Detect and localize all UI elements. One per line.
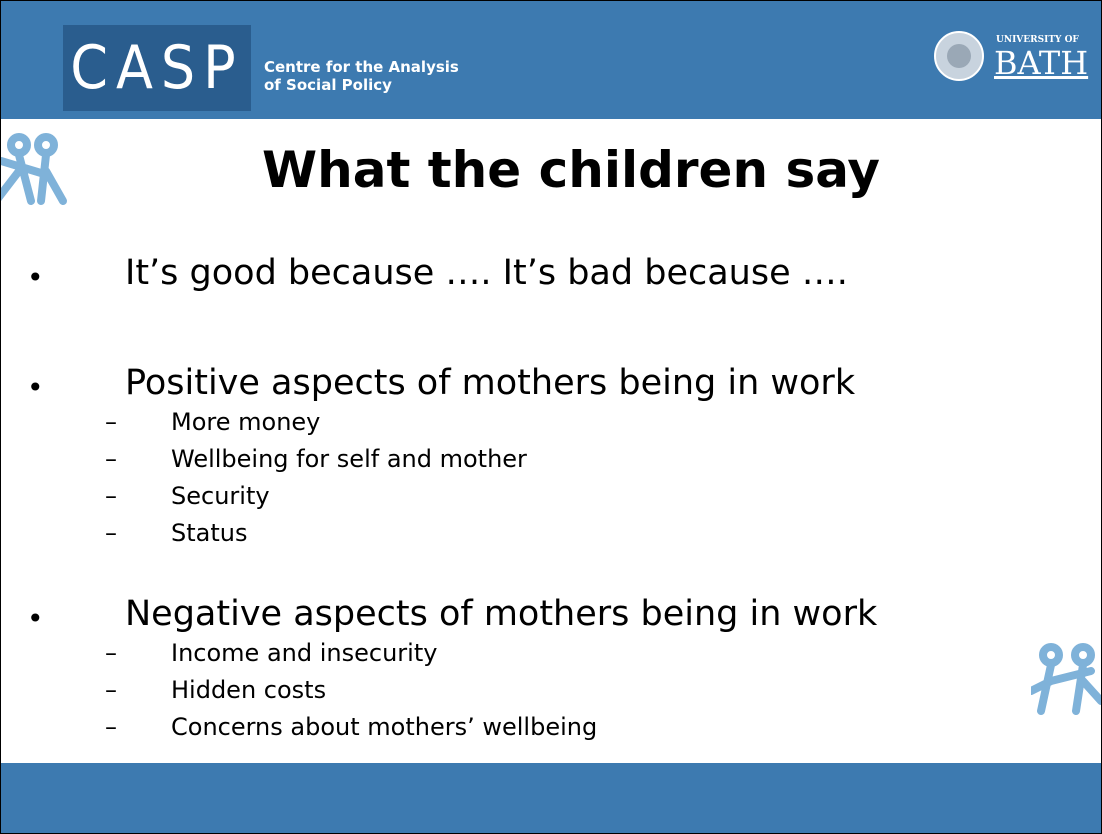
bullet-text: Positive aspects of mothers being in wor… [125,363,856,403]
bullet-dot: • [27,371,44,404]
sub-item: – Concerns about mothers’ wellbeing [105,713,598,741]
sub-item: – Status [105,519,248,547]
sub-text: Status [171,519,248,547]
sub-text: Hidden costs [171,676,327,704]
org-line: of Social Policy [264,76,392,94]
org-name: Centre for the Analysis of Social Policy [264,58,459,94]
sub-text: Security [171,482,270,510]
casp-logo: CASP [63,25,251,111]
sub-item: – Income and insecurity [105,639,438,667]
sub-text: More money [171,408,321,436]
sub-text: Concerns about mothers’ wellbeing [171,713,598,741]
sub-item: – Security [105,482,270,510]
bullet-text: It’s good because …. It’s bad because …. [125,253,848,293]
uni-big: BATH [994,44,1089,82]
sub-text: Wellbeing for self and mother [171,445,527,473]
footer-bar [1,763,1101,833]
org-line: Centre for the Analysis [264,58,459,76]
bath-crest [934,31,984,81]
bullet-dot: • [27,602,44,635]
figure-icon [1031,643,1101,715]
sub-item: – Wellbeing for self and mother [105,445,527,473]
sub-item: – Hidden costs [105,676,327,704]
bullet-dot: • [27,261,44,294]
slide-title: What the children say [261,141,881,199]
bullet-text: Negative aspects of mothers being in wor… [125,594,878,634]
figure-icon [1,133,67,205]
sub-item: – More money [105,408,321,436]
uni-small: UNIVERSITY OF [996,35,1079,45]
sub-text: Income and insecurity [171,639,438,667]
